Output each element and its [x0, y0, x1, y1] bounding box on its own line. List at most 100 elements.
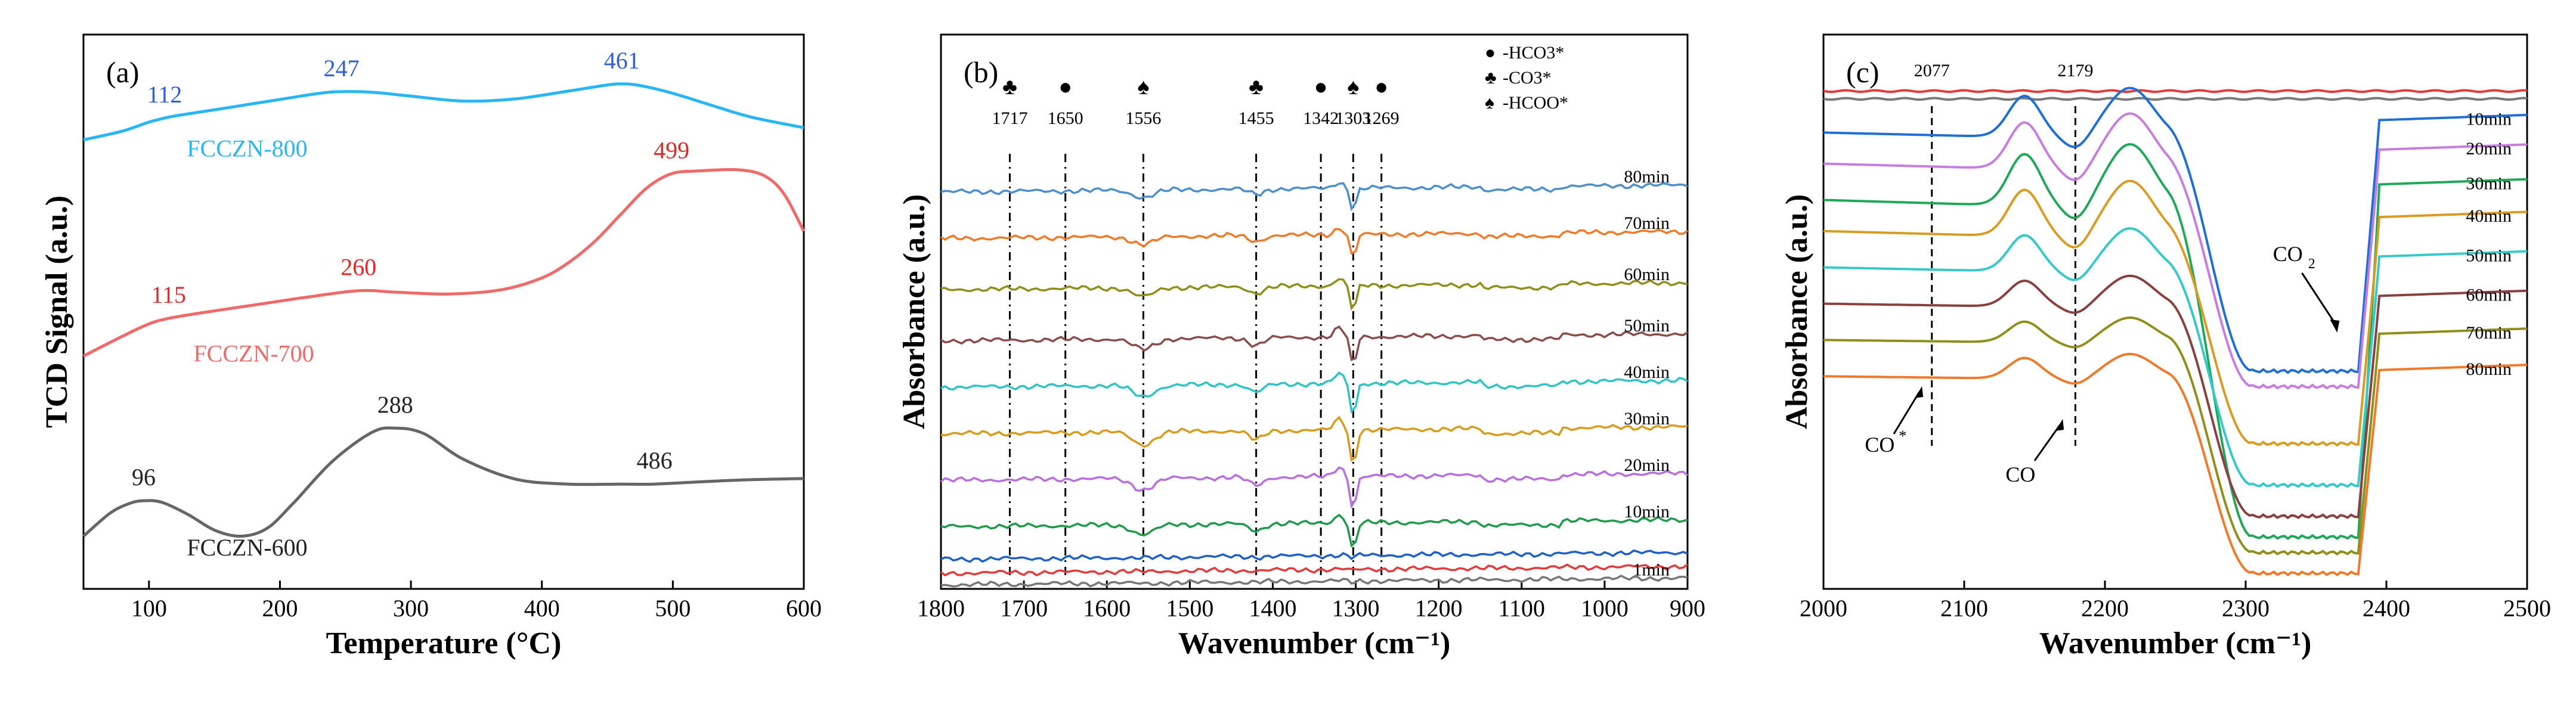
legend-symbol: ♠	[1485, 93, 1494, 113]
x-tick-label: 2500	[2503, 595, 2551, 622]
x-tick-label: 600	[786, 595, 822, 622]
spectrum-time-label: 50min	[2466, 246, 2512, 265]
spectrum-time-label: 50min	[1624, 316, 1670, 336]
spectrum-line	[1823, 179, 2528, 447]
legend-symbol: ♣	[1485, 68, 1497, 88]
peak-annotation: 499	[654, 136, 689, 163]
marker-wavenumber: 1303	[1335, 108, 1371, 128]
reference-label: 2077	[1914, 61, 1950, 80]
panel-label: (b)	[964, 55, 998, 89]
y-axis-label: Absorbance (a.u.)	[897, 194, 931, 429]
x-axis-label: Wavenumber (cm⁻¹)	[1178, 626, 1451, 660]
annotation-arrow	[1893, 392, 1920, 435]
x-tick-label: 2000	[1800, 595, 1847, 622]
marker-wavenumber: 1455	[1239, 108, 1274, 128]
legend-label: -HCOO*	[1503, 93, 1568, 113]
x-tick-label: 1400	[1249, 595, 1296, 622]
series-label: FCCZN-600	[187, 534, 307, 561]
spectrum-time-label: 60min	[1624, 265, 1670, 284]
marker-wavenumber: 1342	[1303, 108, 1339, 128]
spectrum-line	[1823, 352, 2528, 576]
marker-symbol: ♠	[1137, 75, 1149, 100]
spectrum-line	[1823, 142, 2528, 541]
spectrum-line	[1823, 112, 2528, 390]
spectrum-time-label: 40min	[2466, 206, 2512, 226]
x-axis-label: Wavenumber (cm⁻¹)	[2039, 626, 2312, 660]
x-tick-label: 2200	[2081, 595, 2129, 622]
spectrum-line	[1823, 97, 2528, 101]
spectrum-time-label: 80min	[1624, 167, 1670, 187]
spectrum-time-label: 40min	[1624, 362, 1670, 382]
spectrum-time-label: 70min	[2466, 323, 2512, 343]
reference-label: 2179	[2057, 61, 2093, 80]
peak-annotation: 461	[604, 47, 640, 74]
panel-b-ir-fingerprint-chart: 1800 1700 1600 1500 1400 1300 1200 1100 1000 900 (…	[897, 33, 1705, 660]
legend-label: -HCO3*	[1503, 43, 1564, 63]
x-tick-label: 1000	[1581, 595, 1628, 622]
spectrum-line	[940, 415, 1688, 462]
spectrum-time-label: 10min	[1624, 502, 1670, 522]
peak-annotation: 260	[340, 254, 376, 281]
annotation-arrowhead	[2330, 319, 2340, 333]
y-axis-label: TCD Signal (a.u.)	[40, 195, 74, 428]
peak-annotation: 486	[637, 447, 673, 474]
marker-symbol: ♣	[1002, 75, 1017, 100]
spectrum-line	[1823, 89, 2528, 94]
annotation-co-star: CO	[1865, 433, 1894, 457]
spectrum-line	[940, 371, 1688, 414]
y-axis-label: Absorbance (a.u.)	[1780, 194, 1814, 429]
spectrum-time-label: 70min	[1624, 213, 1670, 233]
series-line-fcczn-800	[83, 82, 804, 142]
x-axis-label: Temperature (°C)	[326, 626, 562, 660]
spectrum-time-label: 80min	[2466, 359, 2512, 379]
spectrum-line	[940, 575, 1688, 588]
x-tick-label: 1500	[1166, 595, 1213, 622]
plot-frame	[940, 33, 1689, 590]
annotation-co: CO	[2005, 463, 2035, 486]
marker-symbol: ♠	[1347, 75, 1359, 100]
legend-label: -CO3*	[1503, 68, 1552, 88]
spectrum-time-label: 60min	[2466, 285, 2512, 305]
series-label: FCCZN-800	[187, 135, 307, 162]
x-tick-label: 400	[524, 595, 560, 622]
x-tick-label: 2300	[2222, 595, 2270, 622]
x-tick-label: 1600	[1083, 595, 1131, 622]
legend-symbol: ●	[1485, 43, 1496, 63]
panel-a-tpr-chart: 100 200 300 400 500 600 (a) Temperature (°C) TCD…	[40, 33, 822, 660]
spectrum-line	[940, 278, 1688, 311]
marker-wavenumber: 1717	[992, 108, 1027, 128]
spectrum-line	[940, 228, 1689, 255]
marker-wavenumber: 1269	[1364, 108, 1400, 128]
spectrum-time-label: 30min	[2466, 173, 2512, 193]
x-tick-label: 900	[1670, 595, 1705, 622]
spectrum-time-label: 20min	[2466, 139, 2512, 159]
spectrum-line	[940, 325, 1688, 361]
x-tick-label: 1300	[1332, 595, 1380, 622]
annotation-arrowhead	[1915, 386, 1924, 398]
marker-symbol: ●	[1058, 75, 1072, 100]
x-tick-label: 2400	[2363, 595, 2410, 622]
peak-annotation: 115	[151, 281, 187, 308]
annotation-arrow	[2033, 424, 2061, 461]
annotation-co-star-sup: *	[1899, 427, 1906, 445]
x-tick-label: 100	[131, 595, 167, 622]
annotation-arrow	[2301, 272, 2338, 327]
series-label: FCCZN-700	[193, 340, 314, 367]
spectrum-line	[1823, 274, 2528, 520]
marker-symbol: ♣	[1249, 75, 1264, 100]
marker-wavenumber: 1650	[1048, 108, 1083, 128]
marker-symbol: ●	[1374, 75, 1388, 100]
annotation-co2-subscript: 2	[2308, 256, 2315, 272]
panel-c-ir-co-region-chart: 2000 2100 2200 2300 2400 2500 (c) Wavenumber (c…	[1780, 33, 2551, 660]
marker-symbol: ●	[1314, 75, 1328, 100]
spectrum-time-label: 10min	[2466, 110, 2512, 129]
x-tick-label: 200	[262, 595, 298, 622]
marker-wavenumber: 1556	[1125, 108, 1161, 128]
spectrum-line	[1823, 227, 2528, 489]
plot-frame	[82, 33, 805, 590]
panel-label: (c)	[1846, 55, 1880, 89]
spectrum-line	[940, 513, 1688, 548]
spectrum-time-label: 30min	[1624, 409, 1670, 429]
x-tick-label: 500	[655, 595, 691, 622]
